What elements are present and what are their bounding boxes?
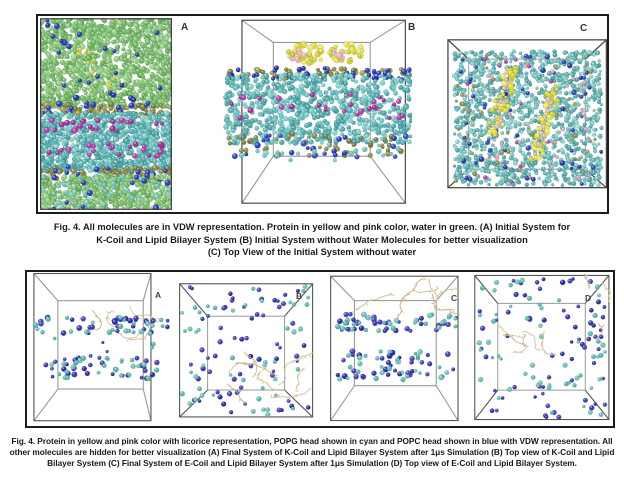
figure-top-caption: Fig. 4. All molecules are in VDW represe…: [0, 221, 624, 259]
panel-label-b: B: [296, 291, 303, 301]
caption-line: other molecules are hidden for better vi…: [9, 447, 615, 458]
figure-bottom-panel-c-image: [328, 274, 460, 422]
panel-label-a: A: [155, 290, 162, 300]
caption-line: (C) Top View of the Initial System witho…: [207, 247, 417, 258]
figure-top-panel-box: A B C: [36, 14, 609, 214]
figure-top-panel-c-image: [446, 36, 608, 190]
figure-bottom-caption: Fig. 4. Protein in yellow and pink color…: [0, 436, 624, 470]
panel-label-a: A: [181, 22, 189, 33]
figure-top-panel-a-image: [40, 18, 172, 210]
figure-bottom-panel-box: A B C D: [25, 270, 615, 428]
panel-label-d: D: [585, 293, 592, 303]
figure-bottom-panel-b-image: [174, 281, 314, 419]
panel-label-b: B: [408, 22, 416, 33]
caption-line: Fig. 4. All molecules are in VDW represe…: [53, 222, 571, 232]
figure-bottom-panel-d-image: [472, 274, 611, 421]
panel-label-c: C: [580, 23, 588, 34]
figure-top-panel-b-image: [222, 18, 412, 206]
caption-line: Fig. 4. Protein in yellow and pink color…: [11, 436, 613, 446]
panel-label-c: C: [451, 293, 458, 303]
caption-line: K-Coil and Lipid Bilayer System (B) Init…: [96, 234, 528, 245]
figure-bottom-panel-a-image: [29, 272, 170, 423]
caption-line: Bilayer System (C) Final System of E-Coi…: [47, 458, 577, 469]
